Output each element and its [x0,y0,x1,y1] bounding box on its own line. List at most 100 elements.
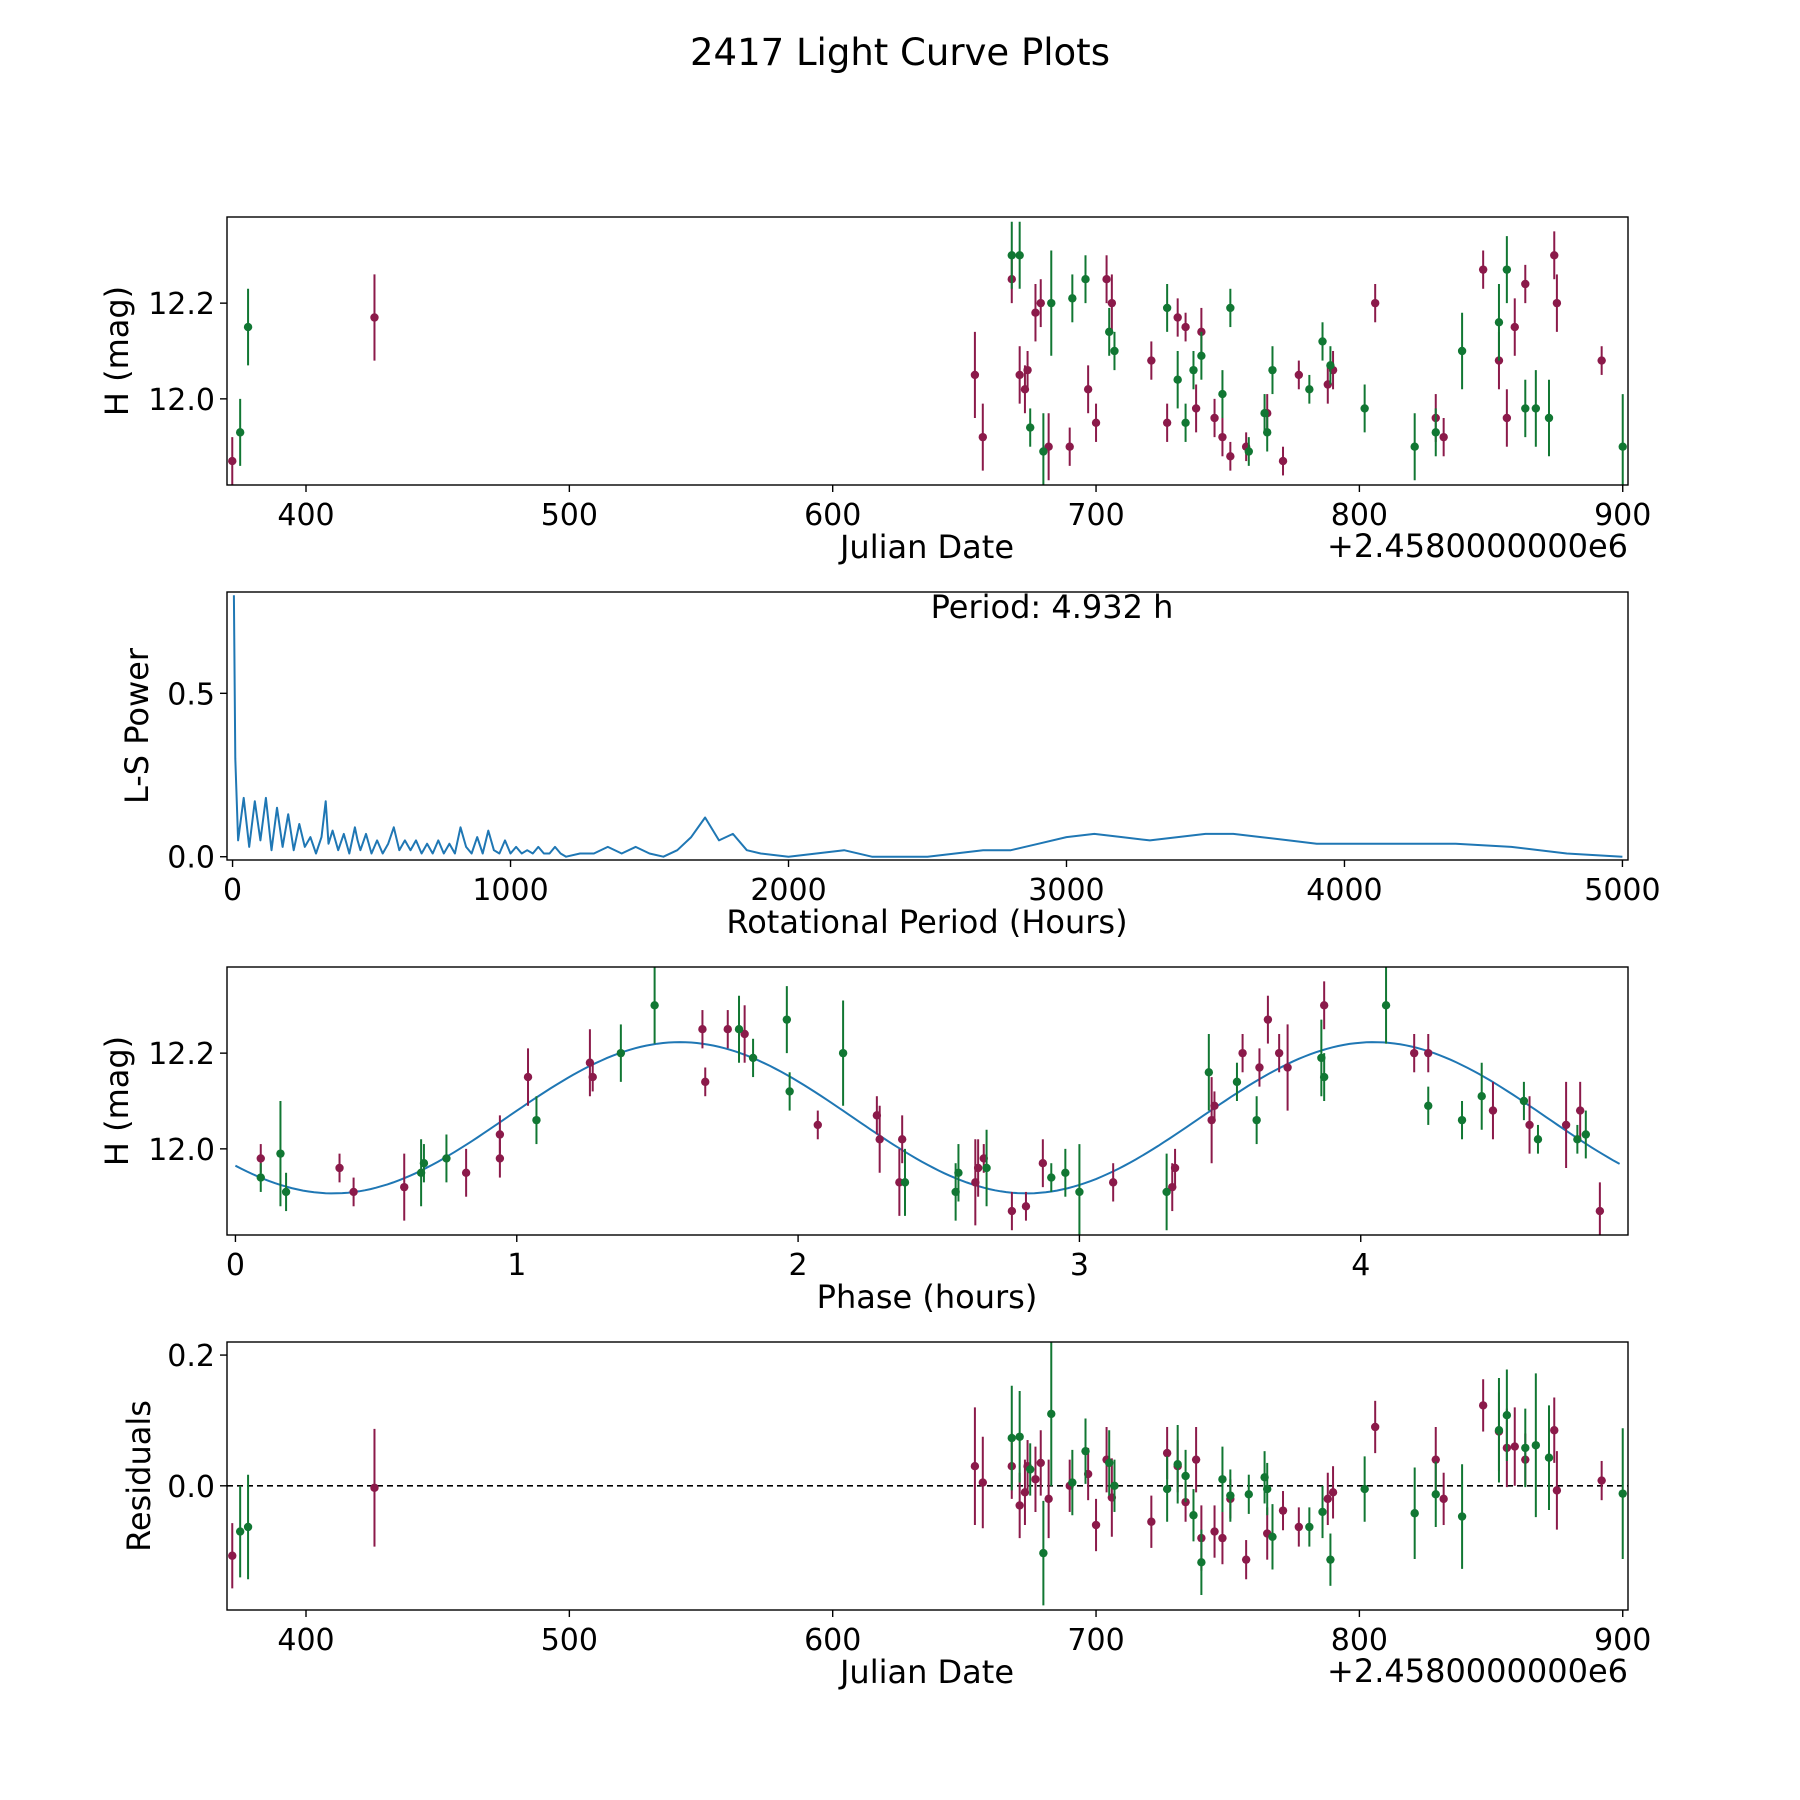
green-data-point [1410,1509,1419,1518]
red-data-point [1409,1048,1419,1058]
red-data-point [1255,1063,1264,1072]
green-data-point [1026,423,1035,432]
green-data-point [1061,1168,1070,1177]
green-data-point [1015,1432,1024,1441]
red-data-point [1038,1159,1048,1168]
residuals-xlabel: Julian Date [838,1653,1014,1691]
green-data-point [1068,1478,1077,1487]
red-data-point [1561,1120,1571,1130]
red-data-point [1283,1063,1292,1072]
green-data-point [235,428,245,437]
red-data-point [1218,432,1227,442]
green-data-point [1268,1532,1277,1541]
red-data-point [1597,356,1606,365]
red-data-point [1107,298,1117,308]
red-data-point [523,1072,533,1082]
red-data-point [1439,1494,1448,1504]
periodogram-axes-frame [226,591,1629,861]
green-data-point [1573,1135,1582,1144]
red-data-point [1091,1520,1101,1530]
lightcurve-ytick-label: 12.0 [148,383,215,418]
red-data-point [1370,298,1380,308]
panel-residuals: 400 500 600 700 800 900 0.0 0.2 Julian Date Res… [120,1339,1651,1691]
red-data-point [978,432,988,442]
green-data-point [235,1527,245,1536]
green-data-point [1519,1096,1529,1106]
green-data-point [1081,1446,1090,1456]
red-data-point [1036,1458,1045,1468]
green-data-point [1457,1115,1467,1125]
periodogram-xtick-label: 1000 [472,873,548,908]
red-data-point [1015,370,1024,380]
red-data-point [1210,1527,1219,1536]
green-data-point [1244,447,1253,456]
residuals-axes-frame [226,1341,1629,1611]
green-data-point [1544,1453,1554,1462]
lightcurve-ylabel: H (mag) [98,286,136,416]
green-data-point [1162,303,1172,313]
phased-xtick-label: 3 [1070,1248,1089,1283]
green-data-point [734,1025,744,1034]
red-data-point [1323,1494,1332,1504]
residuals-xtick-label: 900 [1594,1623,1651,1658]
periodogram-line [232,595,1623,858]
green-data-point [838,1048,848,1058]
red-data-point [1278,456,1288,466]
lightcurve-ytick-label: 12.2 [148,287,215,322]
red-data-point [1021,1202,1031,1211]
green-data-point [1533,1135,1543,1144]
green-data-point [616,1048,626,1058]
lightcurve-xtick-label: 500 [541,498,598,533]
green-data-point [442,1154,451,1163]
green-data-point [1007,251,1016,260]
panel-phased: 0 1 2 3 4 12.0 12.2 Phase (hours) H (mag) [98,966,1629,1316]
green-data-point [1305,385,1314,394]
green-data-point [1204,1068,1214,1077]
green-data-point [1226,1491,1235,1500]
lightcurve-xtick-label: 400 [277,498,334,533]
lightcurve-ticks: 400 500 600 700 800 900 12.0 12.2 [148,287,1651,533]
red-data-point [740,1029,749,1039]
green-data-point [1047,1409,1056,1419]
red-data-point [970,1461,980,1471]
green-data-point [1015,251,1024,260]
red-data-point [1197,327,1206,337]
green-data-point [1252,1115,1261,1125]
phased-ticks: 0 1 2 3 4 12.0 12.2 [148,1037,1370,1283]
green-data-point [1075,1187,1084,1197]
red-data-point [1319,1001,1329,1010]
green-data-point [1026,1465,1035,1474]
periodogram-ticks: 0 1000 2000 3000 4000 5000 0.0 0.5 [167,677,1660,908]
period-annotation: Period: 4.932 h [931,588,1174,626]
green-data-point [532,1115,541,1125]
green-data-point [954,1168,963,1177]
phased-xtick-label: 0 [226,1248,245,1283]
red-data-point [978,1478,988,1487]
red-data-point [1162,418,1172,427]
model-fit-curve [234,1041,1621,1195]
red-data-point [370,313,379,322]
red-data-point [349,1187,358,1197]
residuals-ylabel: Residuals [120,1400,158,1552]
red-data-point [1274,1048,1284,1058]
red-data-point [1552,1486,1562,1495]
red-data-point [228,456,237,466]
green-data-point [1360,1484,1369,1494]
red-data-point [1210,1101,1219,1110]
red-data-point [1023,365,1032,375]
green-data-point [1326,361,1335,370]
green-data-point [1431,428,1440,437]
red-data-point [370,1483,379,1492]
residuals-data [227,1342,1628,1606]
red-data-point [1044,1494,1053,1504]
red-data-point [256,1154,265,1163]
red-data-point [1191,1455,1201,1464]
green-data-point [1457,346,1467,356]
residuals-xtick-label: 500 [541,1623,598,1658]
red-data-point [1525,1120,1534,1130]
green-data-point [1531,404,1541,413]
red-data-point [1370,1422,1380,1432]
phased-data [234,967,1621,1235]
phased-plot-area [234,967,1621,1235]
